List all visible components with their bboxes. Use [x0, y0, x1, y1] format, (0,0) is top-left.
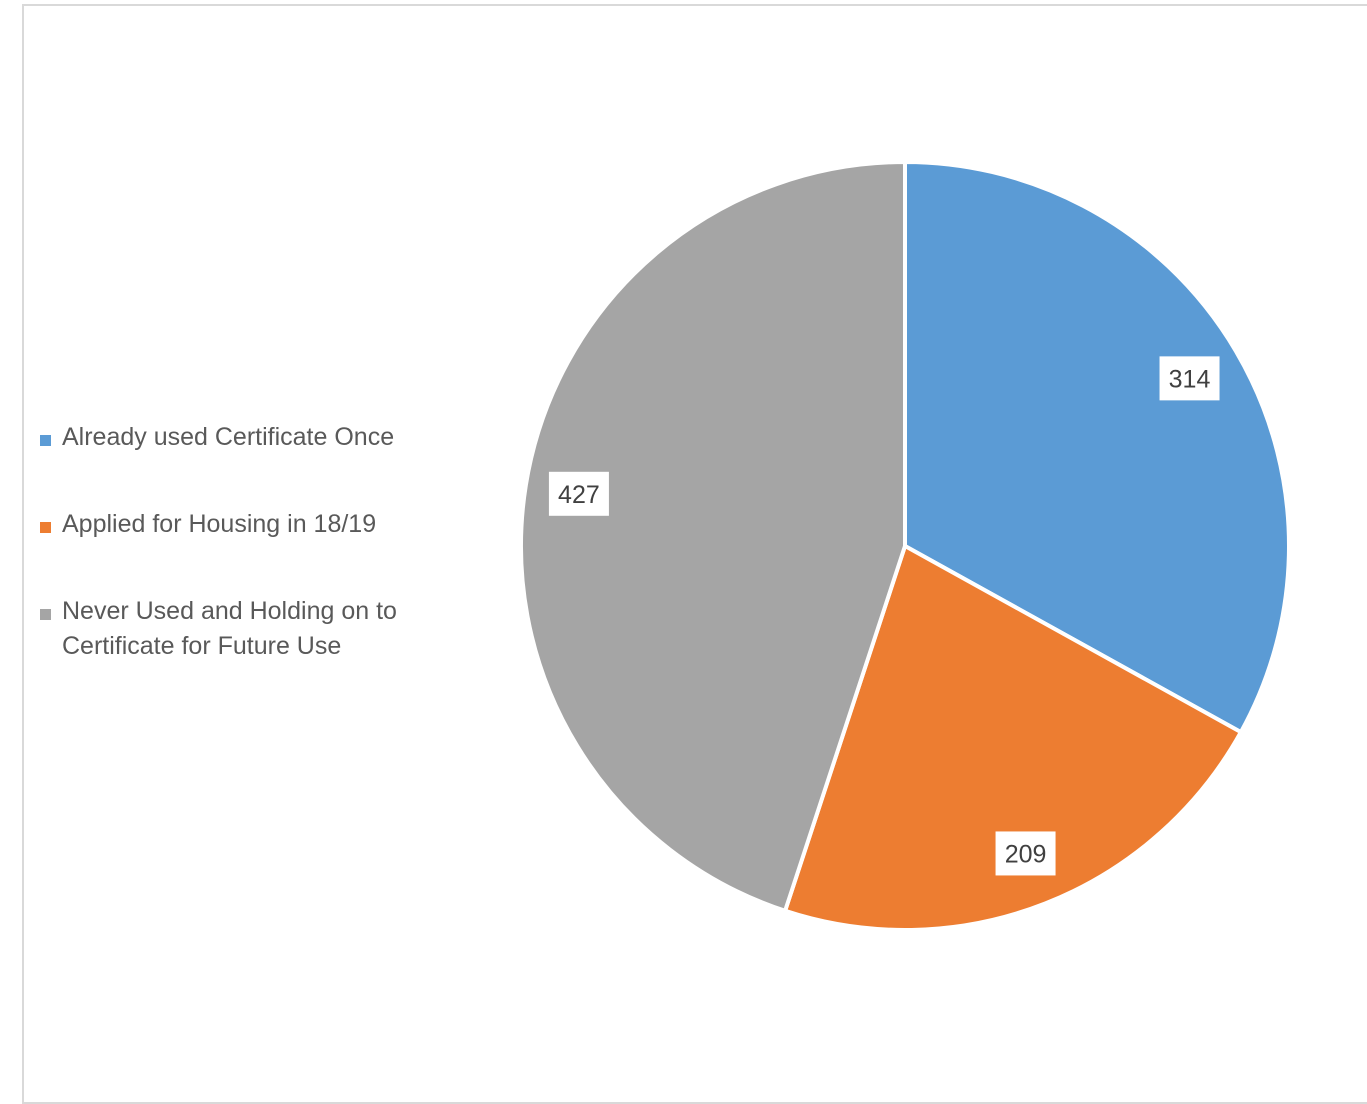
data-label-never-used: 427 [548, 471, 609, 516]
legend-swatch-already-used [40, 435, 51, 446]
legend-swatch-never-used [40, 609, 51, 620]
legend-label-applied-housing: Applied for Housing in 18/19 [62, 510, 377, 538]
data-label-box-never-used [548, 471, 609, 516]
pie-chart: 314 209 427 [519, 160, 1292, 932]
data-label-already-used: 314 [1159, 356, 1220, 401]
legend-item-applied-housing: Applied for Housing in 18/19 [40, 507, 480, 542]
legend-item-never-used: Never Used and Holding on to Certificate… [40, 594, 480, 664]
pie-slice-never-used [519, 160, 907, 913]
legend-swatch-applied-housing [40, 522, 51, 533]
legend-label-already-used: Already used Certificate Once [62, 423, 395, 451]
legend-label-never-used: Never Used and Holding on to Certificate… [62, 597, 397, 660]
data-label-box-already-used [1159, 356, 1220, 401]
legend-item-already-used: Already used Certificate Once [40, 420, 480, 455]
data-label-applied-housing: 209 [995, 831, 1056, 876]
data-label-text-never-used: 427 [558, 481, 600, 509]
legend: Already used Certificate Once Applied fo… [40, 420, 480, 716]
data-label-text-applied-housing: 209 [1005, 840, 1047, 868]
pie-slice-applied-housing [783, 544, 1243, 932]
data-label-box-applied-housing [995, 831, 1056, 876]
pie-slice-already-used [903, 160, 1292, 735]
data-label-text-already-used: 314 [1169, 365, 1211, 393]
